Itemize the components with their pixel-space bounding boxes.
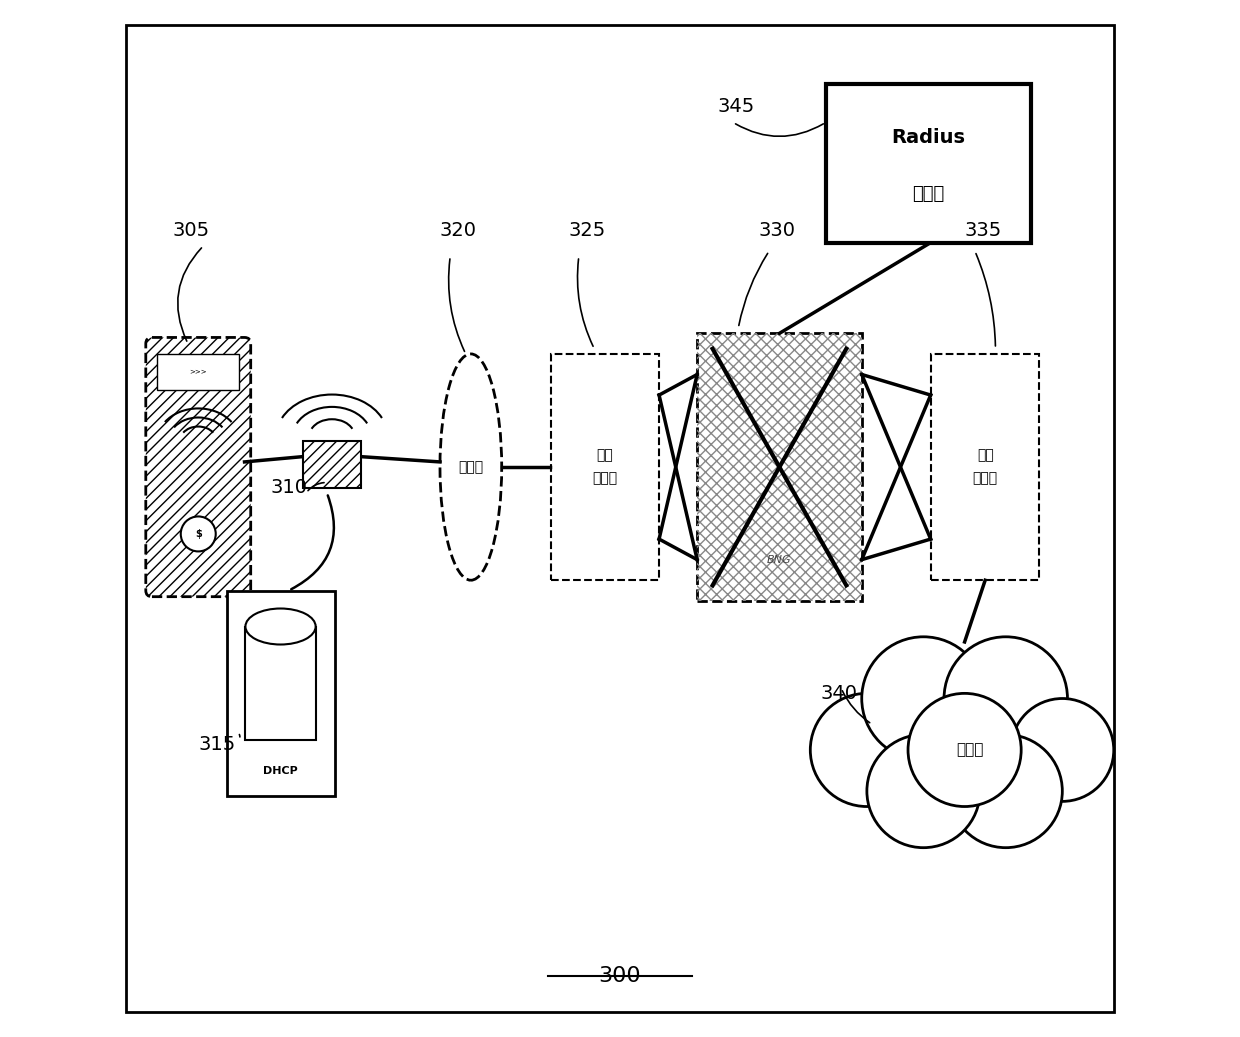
Circle shape [810, 694, 924, 807]
Circle shape [944, 637, 1068, 760]
Ellipse shape [440, 354, 502, 581]
Text: 互联网: 互联网 [956, 742, 983, 757]
Bar [246, 626, 316, 739]
Text: 335: 335 [965, 221, 1002, 240]
Circle shape [862, 637, 985, 760]
Text: Radius: Radius [892, 129, 966, 147]
Text: 310: 310 [270, 478, 308, 497]
Circle shape [1011, 699, 1114, 802]
Bar [227, 590, 335, 796]
Text: 负载
均衡器: 负载 均衡器 [972, 449, 998, 485]
Circle shape [949, 734, 1063, 847]
Text: 320: 320 [440, 221, 477, 240]
Text: 负载
均衡器: 负载 均衡器 [591, 449, 618, 485]
Text: 服务器: 服务器 [913, 186, 945, 203]
Bar [303, 442, 361, 487]
Text: 防火墙: 防火墙 [459, 460, 484, 474]
Text: >>>: >>> [190, 368, 207, 374]
Text: 315: 315 [198, 735, 236, 754]
Text: BNG: BNG [768, 555, 792, 565]
Circle shape [867, 734, 980, 847]
Bar [157, 354, 239, 390]
FancyBboxPatch shape [126, 25, 1114, 1012]
Text: 330: 330 [759, 221, 796, 240]
Ellipse shape [246, 609, 316, 645]
Text: 345: 345 [718, 97, 755, 116]
FancyBboxPatch shape [146, 337, 250, 596]
FancyBboxPatch shape [931, 354, 1039, 581]
Bar [826, 84, 1032, 244]
Text: 325: 325 [569, 221, 606, 240]
Text: 300: 300 [599, 966, 641, 986]
FancyBboxPatch shape [697, 333, 862, 600]
Text: 340: 340 [821, 683, 858, 702]
Circle shape [908, 694, 1022, 807]
Text: $: $ [195, 529, 202, 539]
Text: 305: 305 [172, 221, 210, 240]
Text: DHCP: DHCP [263, 765, 298, 776]
Circle shape [181, 516, 216, 552]
FancyBboxPatch shape [551, 354, 658, 581]
